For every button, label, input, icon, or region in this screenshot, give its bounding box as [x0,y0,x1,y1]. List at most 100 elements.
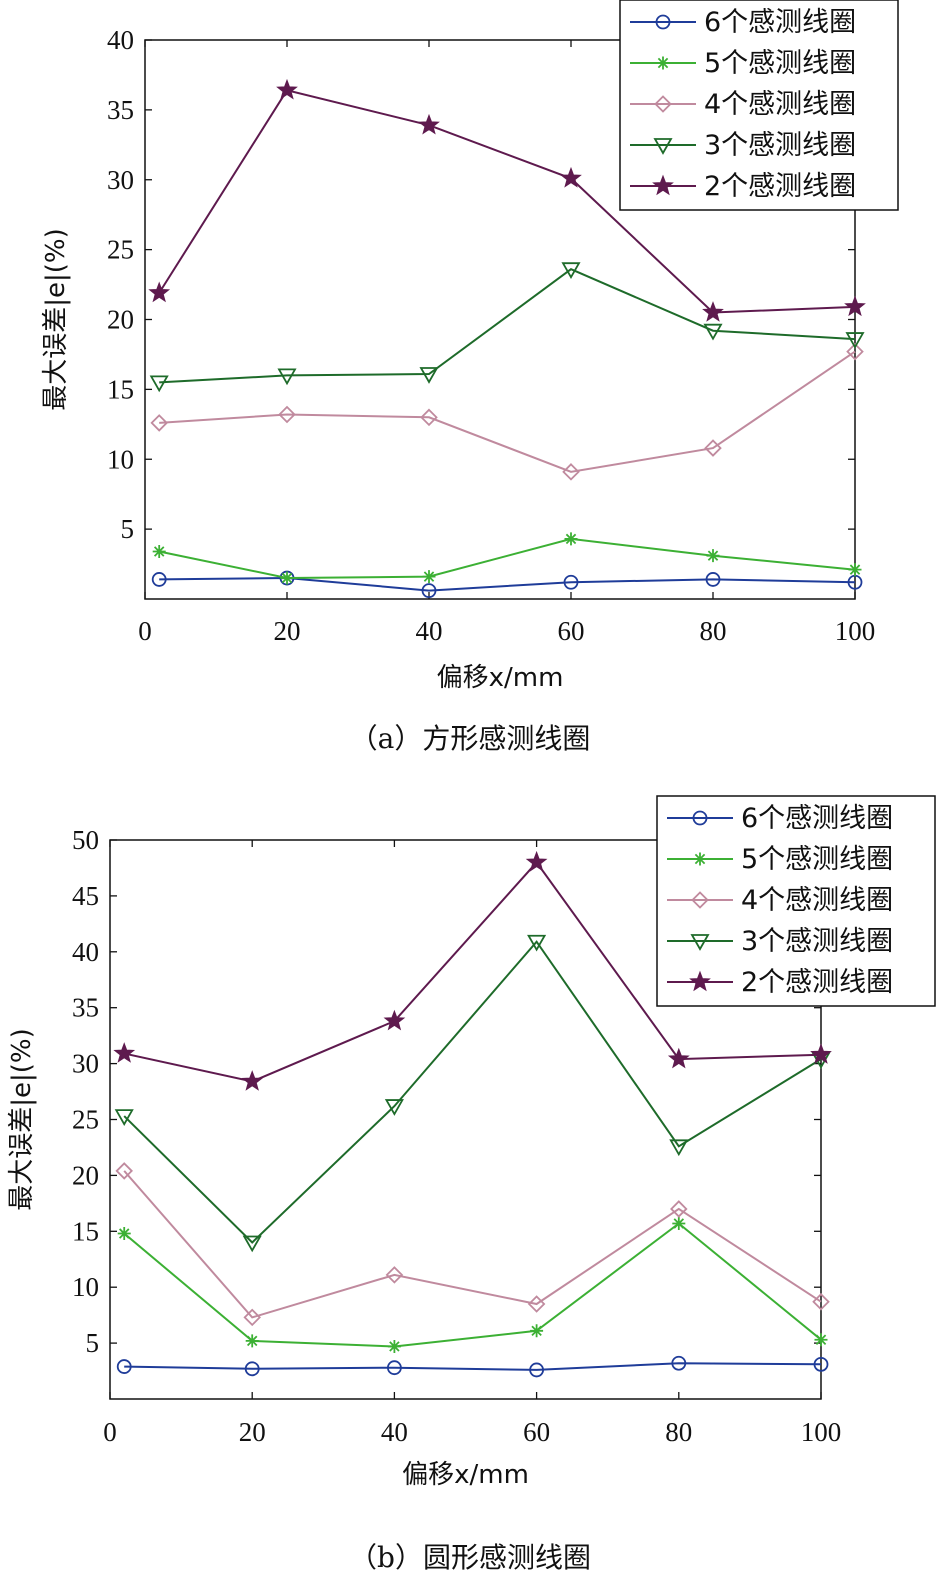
legend-item: 2个感测线圈 [630,171,856,202]
series-1 [151,570,863,599]
data-point-marker [705,572,721,587]
data-point-marker [706,549,720,563]
y-tick-label: 5 [121,514,135,544]
panel-a-square-coil: 0 20 40 60 80 100 5 10 15 20 25 30 35 40 偏移x/mm 最大误差|e|… [41,0,899,755]
data-point-marker [152,544,166,558]
y-tick-label: 25 [107,235,134,265]
y-axis-label: 最大误差|e|(%) [41,228,71,411]
legend-label: 5个感测线圈 [704,48,856,79]
figure-caption: （a）方形感测线圈 [350,722,591,755]
legend-label: 6个感测线圈 [741,803,893,834]
data-point-marker [810,1043,832,1064]
x-tick-label: 100 [835,616,876,646]
data-point-marker [845,332,865,349]
data-point-marker [672,1216,686,1230]
data-point-marker [669,1139,689,1157]
series-4 [149,262,865,393]
data-point-marker [421,583,437,599]
legend-label: 2个感测线圈 [741,967,893,998]
legend-marker [652,174,674,196]
legend-label: 2个感测线圈 [704,171,856,202]
x-tick-label: 60 [558,616,585,646]
y-axis-label: 最大误差|e|(%) [7,1028,37,1211]
series-5 [113,850,832,1091]
data-point-marker [242,1235,262,1253]
data-point-marker [848,563,862,577]
data-point-marker [704,439,722,457]
data-point-marker [563,574,579,590]
data-point-marker [420,408,438,427]
legend-item: 3个感测线圈 [630,130,856,161]
x-tick-label: 20 [274,616,301,646]
legend-label: 4个感测线圈 [704,89,856,120]
data-point-marker [151,572,167,587]
legend-marker [693,852,707,866]
data-point-marker [149,375,169,393]
y-tick-label: 45 [72,881,99,911]
legend-marker [692,810,708,826]
data-point-marker [114,1109,134,1126]
data-point-marker [814,1333,828,1347]
legend: 6个感测线圈 5个感测线圈 4个感测线圈 3个感测线圈 2个感测线圈 [619,0,899,211]
y-tick-label: 5 [86,1328,100,1358]
data-point-marker [560,166,582,188]
y-tick-label: 25 [72,1105,99,1135]
data-point-marker [280,571,294,585]
data-point-marker [278,405,296,424]
data-point-marker [117,1227,131,1241]
legend-item: 4个感测线圈 [630,89,856,120]
data-point-marker [527,1295,546,1313]
legend-item: 6个感测线圈 [630,7,856,38]
y-tick-label: 40 [107,25,134,55]
data-point-marker [387,1339,401,1353]
figure-caption: （b）圆形感测线圈 [349,1541,591,1574]
data-point-marker [113,1042,136,1063]
x-axis-label: 偏移x/mm [402,1460,529,1490]
series-line [124,1362,822,1371]
y-tick-label: 30 [72,1049,99,1079]
legend-label: 5个感测线圈 [741,844,893,875]
legend-marker [654,95,672,113]
data-point-marker [116,1359,132,1374]
data-point-marker [419,367,439,384]
data-point-marker [115,1162,133,1180]
data-point-marker [244,1361,260,1377]
legend-marker [691,891,709,909]
data-point-marker [383,1009,406,1031]
x-tick-label: 60 [523,1417,550,1447]
y-tick-label: 50 [72,825,99,855]
legend-label: 6个感测线圈 [704,7,856,38]
data-point-marker [667,1047,690,1069]
series-line [158,537,856,580]
y-tick-label: 20 [107,305,134,335]
data-point-marker [148,281,171,303]
data-point-marker [243,1308,261,1327]
series-line [123,940,822,1244]
data-point-marker [562,463,580,481]
data-point-marker [422,570,436,584]
data-point-marker [530,1324,544,1338]
x-tick-label: 40 [416,616,443,646]
series-line [158,89,856,314]
legend-label: 3个感测线圈 [704,130,856,161]
series-line [159,350,856,473]
y-tick-label: 15 [107,374,134,404]
data-point-marker [561,262,581,280]
series-2 [152,532,862,585]
data-point-marker [703,323,723,341]
data-point-marker [812,1292,830,1311]
series-3 [150,342,864,481]
legend-item: 3个感测线圈 [667,926,893,957]
legend-marker [655,14,671,30]
y-tick-label: 15 [72,1216,99,1246]
series-1 [116,1355,829,1378]
legend-label: 3个感测线圈 [741,926,893,957]
x-tick-label: 0 [138,616,152,646]
legend-item: 2个感测线圈 [667,967,893,998]
data-point-marker [418,113,440,135]
data-point-marker [245,1334,259,1348]
data-point-marker [846,342,864,361]
data-point-marker [564,532,578,546]
data-point-marker [150,414,168,432]
series-3 [115,1162,830,1327]
